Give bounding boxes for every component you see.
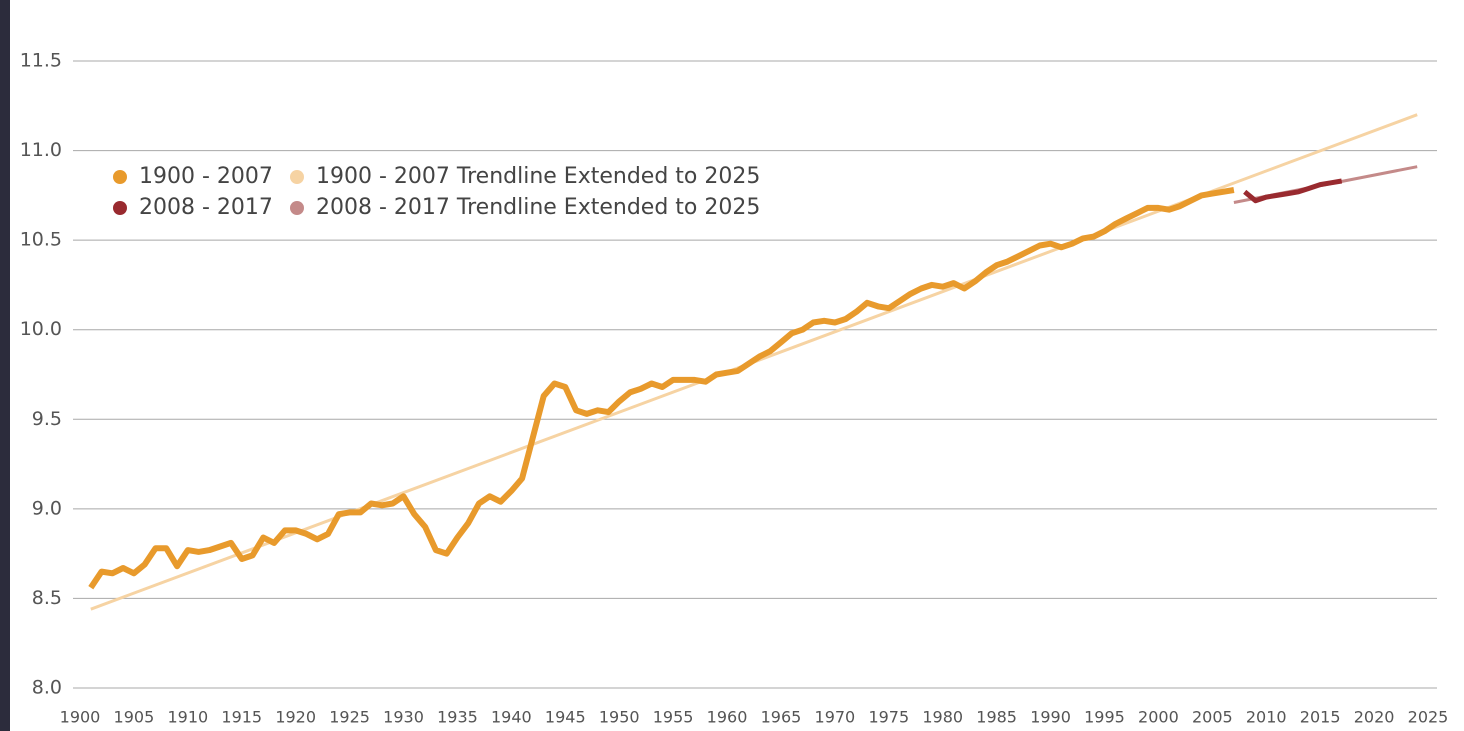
x-tick-label: 1925	[329, 708, 370, 727]
x-tick-label: 1935	[437, 708, 478, 727]
x-tick-label: 2005	[1192, 708, 1233, 727]
x-tick-label: 1975	[868, 708, 909, 727]
legend-label: 2008 - 2017 Trendline Extended to 2025	[316, 195, 760, 220]
x-tick-label: 1990	[1030, 708, 1071, 727]
x-tick-label: 2020	[1354, 708, 1395, 727]
x-tick-label: 1965	[761, 708, 802, 727]
line	[1243, 178, 1343, 204]
x-tick-label: 1985	[976, 708, 1017, 727]
x-tick-label: 1995	[1084, 708, 1125, 727]
y-tick-label: 9.0	[32, 497, 62, 519]
x-tick-label: 1940	[491, 708, 532, 727]
x-tick-label: 1915	[221, 708, 262, 727]
y-tick-label: 11.0	[20, 139, 62, 161]
x-tick-label: 1960	[707, 708, 748, 727]
x-tick-label: 1980	[922, 708, 963, 727]
legend-marker	[290, 170, 304, 184]
x-tick-label: 1920	[275, 708, 316, 727]
y-tick-label: 10.5	[20, 229, 62, 251]
legend-marker	[290, 201, 304, 215]
legend-label: 2008 - 2017	[139, 195, 273, 220]
x-tick-label: 1950	[599, 708, 640, 727]
x-tick-label: 1930	[383, 708, 424, 727]
side-strip	[0, 0, 10, 731]
x-tick-label: 2000	[1138, 708, 1179, 727]
x-tick-label: 1900	[60, 708, 101, 727]
y-tick-label: 9.5	[32, 408, 62, 430]
legend-marker	[113, 201, 127, 215]
x-tick-label: 1910	[167, 708, 208, 727]
x-tick-label: 1970	[815, 708, 856, 727]
y-tick-label: 8.0	[32, 677, 62, 699]
x-tick-label: 2010	[1246, 708, 1287, 727]
legend-label: 1900 - 2007	[139, 164, 273, 189]
x-tick-label: 1905	[114, 708, 155, 727]
line	[88, 187, 1235, 590]
legend-label: 1900 - 2007 Trendline Extended to 2025	[316, 164, 760, 189]
legend-marker	[113, 170, 127, 184]
y-tick-label: 8.5	[32, 587, 62, 609]
y-tick-label: 11.5	[20, 50, 62, 72]
y-tick-label: 10.0	[20, 318, 62, 340]
x-tick-label: 1945	[545, 708, 586, 727]
x-tick-label: 2015	[1300, 708, 1341, 727]
x-tick-label: 2025	[1408, 708, 1449, 727]
x-tick-label: 1955	[653, 708, 694, 727]
